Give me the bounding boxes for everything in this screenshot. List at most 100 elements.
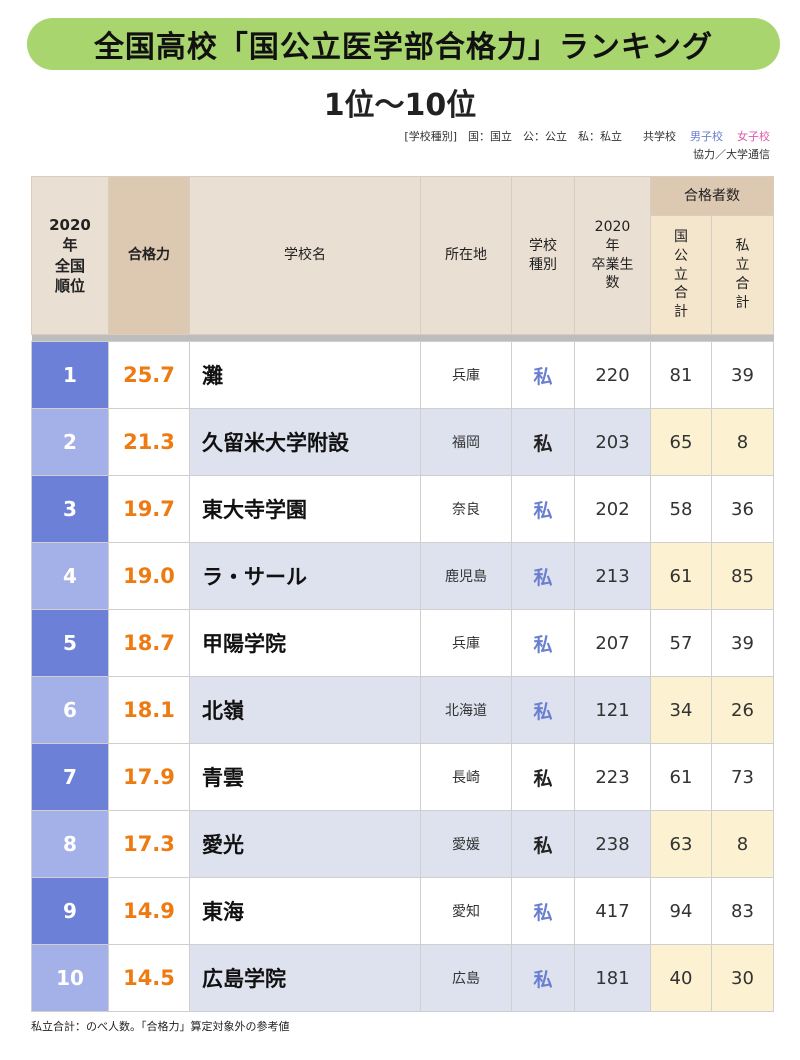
header-passers: 合格者数 bbox=[650, 176, 774, 216]
graduates-cell: 213 bbox=[574, 542, 651, 610]
power-cell: 17.9 bbox=[108, 743, 190, 811]
table-row: 7 17.9 青雲 長崎私 223 61 73 bbox=[31, 743, 774, 811]
school-type-cell: 私 bbox=[511, 810, 575, 878]
table-row: 10 14.5 広島学院 広島私 181 40 30 bbox=[31, 944, 774, 1012]
school-name-cell: 東大寺学園 bbox=[189, 475, 421, 543]
location-cell: 兵庫 bbox=[420, 341, 512, 409]
rank-cell: 6 bbox=[31, 676, 109, 744]
private-total-cell: 85 bbox=[711, 542, 774, 610]
header-graduates: 2020 年 卒業生数 bbox=[574, 176, 651, 335]
public-total-cell: 61 bbox=[650, 743, 712, 811]
header-public-total: 国公 立合 計 bbox=[650, 215, 712, 335]
legend-girls: 女子校 bbox=[737, 130, 770, 143]
public-total-cell: 58 bbox=[650, 475, 712, 543]
location-cell: 愛媛 bbox=[420, 810, 512, 878]
power-cell: 18.1 bbox=[108, 676, 190, 744]
private-total-cell: 8 bbox=[711, 810, 774, 878]
graduates-cell: 202 bbox=[574, 475, 651, 543]
rank-cell: 1 bbox=[31, 341, 109, 409]
table-row: 5 18.7 甲陽学院 兵庫私 207 57 39 bbox=[31, 609, 774, 677]
power-cell: 25.7 bbox=[108, 341, 190, 409]
rank-cell: 4 bbox=[31, 542, 109, 610]
title-banner: 全国高校「国公立医学部合格力」ランキング bbox=[27, 18, 780, 70]
rank-cell: 3 bbox=[31, 475, 109, 543]
location-cell: 鹿児島 bbox=[420, 542, 512, 610]
public-total-cell: 61 bbox=[650, 542, 712, 610]
private-total-cell: 39 bbox=[711, 609, 774, 677]
power-cell: 19.0 bbox=[108, 542, 190, 610]
ranking-table: 2020 年 全国 順位 合格力 学校名 所在地 学校 種別 2020 年 卒業生数 合… bbox=[31, 176, 774, 1012]
public-total-cell: 57 bbox=[650, 609, 712, 677]
table-row: 2 21.3 久留米大学附設 福岡私 203 65 8 bbox=[31, 408, 774, 476]
graduates-cell: 417 bbox=[574, 877, 651, 945]
school-type-cell: 私 bbox=[511, 408, 575, 476]
graduates-cell: 238 bbox=[574, 810, 651, 878]
school-name-cell: 北嶺 bbox=[189, 676, 421, 744]
public-total-cell: 65 bbox=[650, 408, 712, 476]
rank-cell: 10 bbox=[31, 944, 109, 1012]
power-cell: 18.7 bbox=[108, 609, 190, 677]
public-total-cell: 81 bbox=[650, 341, 712, 409]
graduates-cell: 203 bbox=[574, 408, 651, 476]
school-name-cell: 灘 bbox=[189, 341, 421, 409]
graduates-cell: 207 bbox=[574, 609, 651, 677]
legend-school-type: [学校種別] 国：国立 公：公立 私：私立 bbox=[404, 130, 623, 143]
rank-cell: 5 bbox=[31, 609, 109, 677]
school-type-cell: 私 bbox=[511, 542, 575, 610]
school-type-cell: 私 bbox=[511, 743, 575, 811]
rank-range-subtitle: 1位〜10位 bbox=[323, 88, 477, 123]
power-cell: 17.3 bbox=[108, 810, 190, 878]
public-total-cell: 34 bbox=[650, 676, 712, 744]
school-name-cell: 甲陽学院 bbox=[189, 609, 421, 677]
power-cell: 14.5 bbox=[108, 944, 190, 1012]
school-type-cell: 私 bbox=[511, 944, 575, 1012]
rank-cell: 2 bbox=[31, 408, 109, 476]
school-type-legend: [学校種別] 国：国立 公：公立 私：私立 共学校 男子校 女子校 bbox=[404, 128, 770, 144]
table-row: 8 17.3 愛光 愛媛私 238 63 8 bbox=[31, 810, 774, 878]
school-name-cell: 愛光 bbox=[189, 810, 421, 878]
private-total-cell: 73 bbox=[711, 743, 774, 811]
table-row: 1 25.7 灘兵庫私 220 81 39 bbox=[31, 341, 774, 409]
location-cell: 兵庫 bbox=[420, 609, 512, 677]
page-title: 全国高校「国公立医学部合格力」ランキング bbox=[93, 30, 714, 65]
location-cell: 北海道 bbox=[420, 676, 512, 744]
location-cell: 奈良 bbox=[420, 475, 512, 543]
public-total-cell: 94 bbox=[650, 877, 712, 945]
header-school-name: 学校名 bbox=[189, 176, 421, 335]
school-type-cell: 私 bbox=[511, 877, 575, 945]
location-cell: 愛知 bbox=[420, 877, 512, 945]
header-private-total: 私立 合計 bbox=[711, 215, 774, 335]
cooperation-credit: 協力／大学通信 bbox=[693, 148, 770, 161]
location-cell: 長崎 bbox=[420, 743, 512, 811]
graduates-cell: 121 bbox=[574, 676, 651, 744]
rank-cell: 9 bbox=[31, 877, 109, 945]
graduates-cell: 220 bbox=[574, 341, 651, 409]
private-total-cell: 8 bbox=[711, 408, 774, 476]
table-row: 3 19.7 東大寺学園 奈良私 202 58 36 bbox=[31, 475, 774, 543]
table-row: 9 14.9 東海 愛知私 417 94 83 bbox=[31, 877, 774, 945]
private-total-cell: 39 bbox=[711, 341, 774, 409]
header-school-type: 学校 種別 bbox=[511, 176, 575, 335]
legend-boys: 男子校 bbox=[690, 130, 723, 143]
school-type-cell: 私 bbox=[511, 341, 575, 409]
location-cell: 福岡 bbox=[420, 408, 512, 476]
table-row: 4 19.0 ラ・サール 鹿児島私 213 61 85 bbox=[31, 542, 774, 610]
school-name-cell: 青雲 bbox=[189, 743, 421, 811]
power-cell: 19.7 bbox=[108, 475, 190, 543]
rank-cell: 7 bbox=[31, 743, 109, 811]
rank-cell: 8 bbox=[31, 810, 109, 878]
public-total-cell: 63 bbox=[650, 810, 712, 878]
school-name-cell: 東海 bbox=[189, 877, 421, 945]
school-type-cell: 私 bbox=[511, 475, 575, 543]
power-cell: 14.9 bbox=[108, 877, 190, 945]
footnote: 私立合計：のべ人数。「合格力」算定対象外の参考値 bbox=[31, 1020, 290, 1033]
school-type-cell: 私 bbox=[511, 676, 575, 744]
school-name-cell: 広島学院 bbox=[189, 944, 421, 1012]
legend-coed: 共学校 bbox=[643, 130, 676, 143]
graduates-cell: 181 bbox=[574, 944, 651, 1012]
public-total-cell: 40 bbox=[650, 944, 712, 1012]
private-total-cell: 36 bbox=[711, 475, 774, 543]
school-name-cell: ラ・サール bbox=[189, 542, 421, 610]
table-row: 6 18.1 北嶺 北海道私 121 34 26 bbox=[31, 676, 774, 744]
header-location: 所在地 bbox=[420, 176, 512, 335]
